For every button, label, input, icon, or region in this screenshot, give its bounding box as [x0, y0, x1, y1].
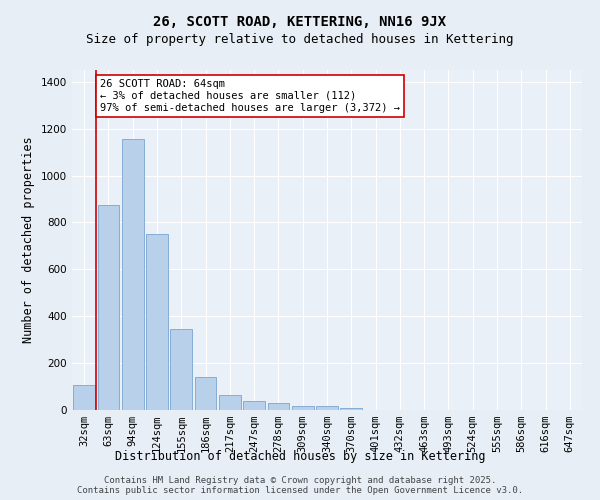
Bar: [219, 395, 241, 410]
Bar: [243, 401, 265, 410]
Text: Distribution of detached houses by size in Kettering: Distribution of detached houses by size …: [115, 450, 485, 463]
Bar: [340, 408, 362, 410]
Y-axis label: Number of detached properties: Number of detached properties: [22, 136, 35, 344]
Bar: [170, 329, 192, 410]
Bar: [292, 406, 314, 410]
Bar: [268, 404, 289, 410]
Text: 26 SCOTT ROAD: 64sqm
← 3% of detached houses are smaller (112)
97% of semi-detac: 26 SCOTT ROAD: 64sqm ← 3% of detached ho…: [100, 80, 400, 112]
Text: 26, SCOTT ROAD, KETTERING, NN16 9JX: 26, SCOTT ROAD, KETTERING, NN16 9JX: [154, 15, 446, 29]
Bar: [97, 205, 119, 410]
Bar: [316, 406, 338, 410]
Text: Size of property relative to detached houses in Kettering: Size of property relative to detached ho…: [86, 32, 514, 46]
Bar: [122, 139, 143, 410]
Text: Contains HM Land Registry data © Crown copyright and database right 2025.
Contai: Contains HM Land Registry data © Crown c…: [77, 476, 523, 495]
Bar: [146, 234, 168, 410]
Bar: [194, 377, 217, 410]
Bar: [73, 386, 95, 410]
